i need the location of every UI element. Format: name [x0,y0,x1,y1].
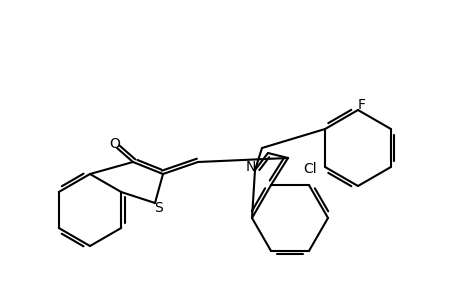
Text: O: O [109,137,120,151]
Text: Cl: Cl [303,162,316,176]
Text: S: S [154,201,163,215]
Text: N: N [245,160,256,174]
Text: F: F [357,98,365,112]
